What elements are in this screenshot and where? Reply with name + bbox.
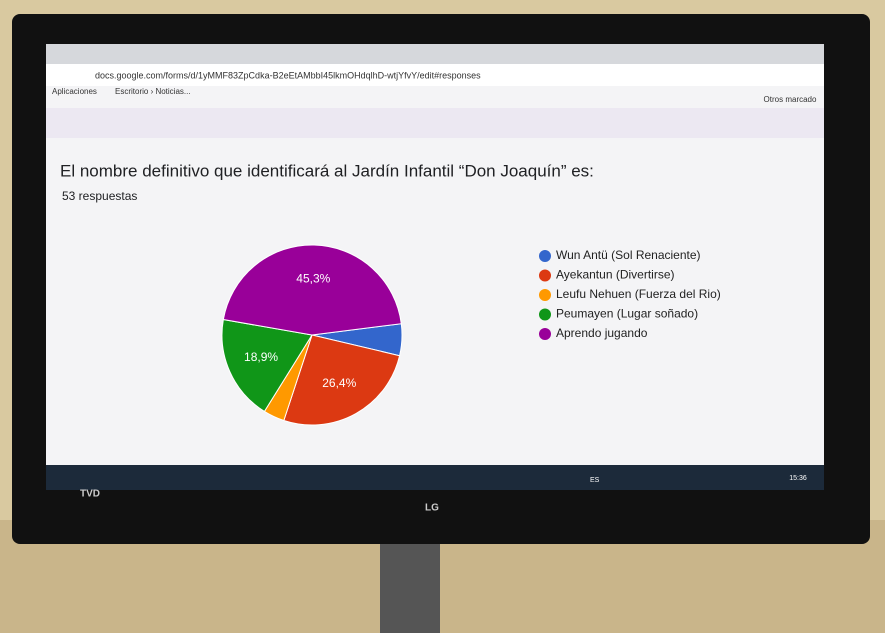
legend-label: Wun Antü (Sol Renaciente) [556, 248, 701, 262]
taskbar [46, 465, 824, 490]
legend-label: Ayekantun (Divertirse) [556, 268, 675, 282]
legend-label: Aprendo jugando [556, 326, 648, 340]
slice-label: 18,9% [244, 350, 278, 364]
legend-marker [539, 270, 551, 282]
slice-label: 26,4% [322, 376, 356, 390]
tv-brand: LG [425, 503, 439, 514]
taskbar-clock: 15:36 [789, 475, 807, 482]
form-header [46, 108, 824, 138]
legend-label: Leufu Nehuen (Fuerza del Rio) [556, 287, 721, 301]
bookmark: Aplicaciones [52, 87, 97, 96]
url: docs.google.com/forms/d/1yMMF83ZpCdka-B2… [95, 70, 481, 80]
tab-bar [46, 44, 824, 64]
chart-subtitle: 53 respuestas [62, 189, 137, 203]
bookmark: Otros marcado [764, 95, 817, 104]
page: docs.google.com/forms/d/1yMMF83ZpCdka-B2… [0, 0, 885, 633]
legend-marker [539, 250, 551, 262]
tv-logo: TVD [80, 489, 100, 500]
legend-marker [539, 328, 551, 340]
legend-marker [539, 309, 551, 321]
bookmark: Escritorio › Noticias... [115, 87, 191, 96]
chart-title: El nombre definitivo que identificará al… [60, 161, 594, 180]
taskbar-lang: ES [590, 477, 600, 484]
legend-label: Peumayen (Lugar soñado) [556, 307, 698, 321]
legend-marker [539, 289, 551, 301]
photo: docs.google.com/forms/d/1yMMF83ZpCdka-B2… [0, 0, 885, 633]
slice-label: 45,3% [296, 271, 330, 285]
